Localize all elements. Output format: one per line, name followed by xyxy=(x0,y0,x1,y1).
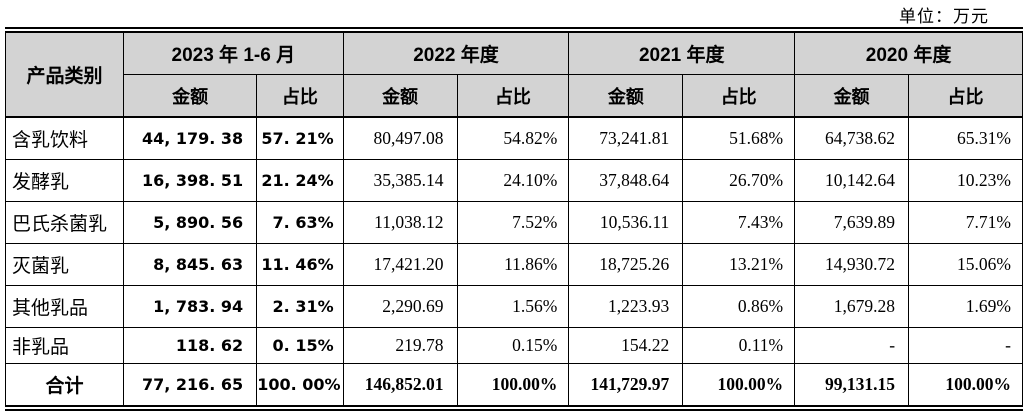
corner-header: 产品类别 xyxy=(5,33,124,118)
amount-cell: 7,639.89 xyxy=(794,200,910,244)
header-period-row: 产品类别 2023 年 1-6 月 2022 年度 2021 年度 2020 年度 xyxy=(5,33,1023,118)
category-cell: 含乳饮料 xyxy=(5,116,124,160)
amount-cell: 35,385.14 xyxy=(342,158,458,202)
ratio-cell: - xyxy=(908,326,1023,364)
amount-header: 金额 xyxy=(342,74,458,118)
ratio-header: 占比 xyxy=(682,74,796,118)
ratio-cell: 0.86% xyxy=(682,284,796,328)
total-amount-cell: 146,852.01 xyxy=(342,362,458,405)
ratio-cell: 54.82% xyxy=(456,116,570,160)
period-header: 2023 年 1-6 月 xyxy=(122,33,344,75)
amount-cell: 219.78 xyxy=(342,326,458,364)
amount-cell: 11,038.12 xyxy=(342,200,458,244)
ratio-cell: 21. 24% xyxy=(256,158,344,202)
period-header: 2020 年度 xyxy=(794,33,1023,75)
ratio-cell: 65.31% xyxy=(908,116,1023,160)
ratio-cell: 26.70% xyxy=(682,158,796,202)
period-header: 2022 年度 xyxy=(342,33,570,75)
total-label-cell: 合计 xyxy=(5,362,124,405)
amount-header: 金额 xyxy=(794,74,910,118)
ratio-cell: 11.86% xyxy=(456,242,570,286)
total-amount-cell: 141,729.97 xyxy=(568,362,684,405)
amount-cell: 16, 398. 51 xyxy=(122,158,258,202)
ratio-header: 占比 xyxy=(908,74,1023,118)
amount-cell: 8, 845. 63 xyxy=(122,242,258,286)
category-cell: 灭菌乳 xyxy=(5,242,124,286)
amount-header: 金额 xyxy=(568,74,684,118)
amount-cell: 64,738.62 xyxy=(794,116,910,160)
total-ratio-cell: 100.00% xyxy=(682,362,796,405)
unit-label: 单位：万元 xyxy=(899,7,989,26)
amount-cell: 17,421.20 xyxy=(342,242,458,286)
total-ratio-cell: 100. 00% xyxy=(256,362,344,405)
ratio-header: 占比 xyxy=(256,74,344,118)
amount-cell: 1,223.93 xyxy=(568,284,684,328)
amount-cell: 1,679.28 xyxy=(794,284,910,328)
ratio-cell: 7.43% xyxy=(682,200,796,244)
table-row: 巴氏杀菌乳 5, 890. 56 7. 63% 11,038.12 7.52% 10,53… xyxy=(5,200,1023,244)
table-row: 其他乳品 1, 783. 94 2. 31% 2,290.69 1.56% 1,223.9… xyxy=(5,284,1023,328)
table-body: 含乳饮料 44, 179. 38 57. 21% 80,497.08 54.82% 73,… xyxy=(5,116,1023,405)
amount-cell: 44, 179. 38 xyxy=(122,116,258,160)
product-revenue-table: 产品类别 2023 年 1-6 月 2022 年度 2021 年度 2020 年度 金额占… xyxy=(5,27,1023,411)
amount-cell: 80,497.08 xyxy=(342,116,458,160)
amount-cell: 18,725.26 xyxy=(568,242,684,286)
table-row: 非乳品 118. 62 0. 15% 219.78 0.15% 154.22 0.11% - - xyxy=(5,326,1023,364)
amount-cell: 1, 783. 94 xyxy=(122,284,258,328)
amount-cell: 73,241.81 xyxy=(568,116,684,160)
ratio-cell: 11. 46% xyxy=(256,242,344,286)
amount-cell: 10,142.64 xyxy=(794,158,910,202)
amount-cell: 5, 890. 56 xyxy=(122,200,258,244)
amount-cell: 2,290.69 xyxy=(342,284,458,328)
ratio-cell: 24.10% xyxy=(456,158,570,202)
ratio-cell: 57. 21% xyxy=(256,116,344,160)
total-amount-cell: 99,131.15 xyxy=(794,362,910,405)
total-ratio-cell: 100.00% xyxy=(456,362,570,405)
ratio-cell: 10.23% xyxy=(908,158,1023,202)
ratio-cell: 51.68% xyxy=(682,116,796,160)
table-header: 产品类别 2023 年 1-6 月 2022 年度 2021 年度 2020 年度 金额占… xyxy=(5,33,1023,118)
ratio-cell: 0. 15% xyxy=(256,326,344,364)
total-ratio-cell: 100.00% xyxy=(908,362,1023,405)
amount-cell: 118. 62 xyxy=(122,326,258,364)
ratio-cell: 2. 31% xyxy=(256,284,344,328)
amount-cell: 37,848.64 xyxy=(568,158,684,202)
category-cell: 其他乳品 xyxy=(5,284,124,328)
ratio-header: 占比 xyxy=(456,74,570,118)
ratio-cell: 15.06% xyxy=(908,242,1023,286)
category-cell: 发酵乳 xyxy=(5,158,124,202)
total-row: 合计 77, 216. 65 100. 00% 146,852.01 100.00% 14… xyxy=(5,362,1023,405)
header-sub-row: 金额 占比 金额 占比 金额 占比 金额 占比 xyxy=(6,74,1023,118)
amount-header: 金额 xyxy=(122,74,258,118)
ratio-cell: 7.52% xyxy=(456,200,570,244)
table-row: 发酵乳 16, 398. 51 21. 24% 35,385.14 24.10% 37,8… xyxy=(5,158,1023,202)
ratio-cell: 0.15% xyxy=(456,326,570,364)
ratio-cell: 0.11% xyxy=(682,326,796,364)
revenue-by-category-table: 产品类别 2023 年 1-6 月 2022 年度 2021 年度 2020 年度 金额占… xyxy=(5,33,1023,405)
amount-cell: 10,536.11 xyxy=(568,200,684,244)
ratio-cell: 13.21% xyxy=(682,242,796,286)
ratio-cell: 7.71% xyxy=(908,200,1023,244)
table-row: 含乳饮料 44, 179. 38 57. 21% 80,497.08 54.82% 73,… xyxy=(5,116,1023,160)
amount-cell: 154.22 xyxy=(568,326,684,364)
category-cell: 非乳品 xyxy=(5,326,124,364)
category-cell: 巴氏杀菌乳 xyxy=(5,200,124,244)
amount-cell: - xyxy=(794,326,910,364)
amount-cell: 14,930.72 xyxy=(794,242,910,286)
ratio-cell: 7. 63% xyxy=(256,200,344,244)
total-amount-cell: 77, 216. 65 xyxy=(122,362,258,405)
ratio-cell: 1.69% xyxy=(908,284,1023,328)
ratio-cell: 1.56% xyxy=(456,284,570,328)
table-row: 灭菌乳 8, 845. 63 11. 46% 17,421.20 11.86% 18,72… xyxy=(5,242,1023,286)
period-header: 2021 年度 xyxy=(568,33,796,75)
